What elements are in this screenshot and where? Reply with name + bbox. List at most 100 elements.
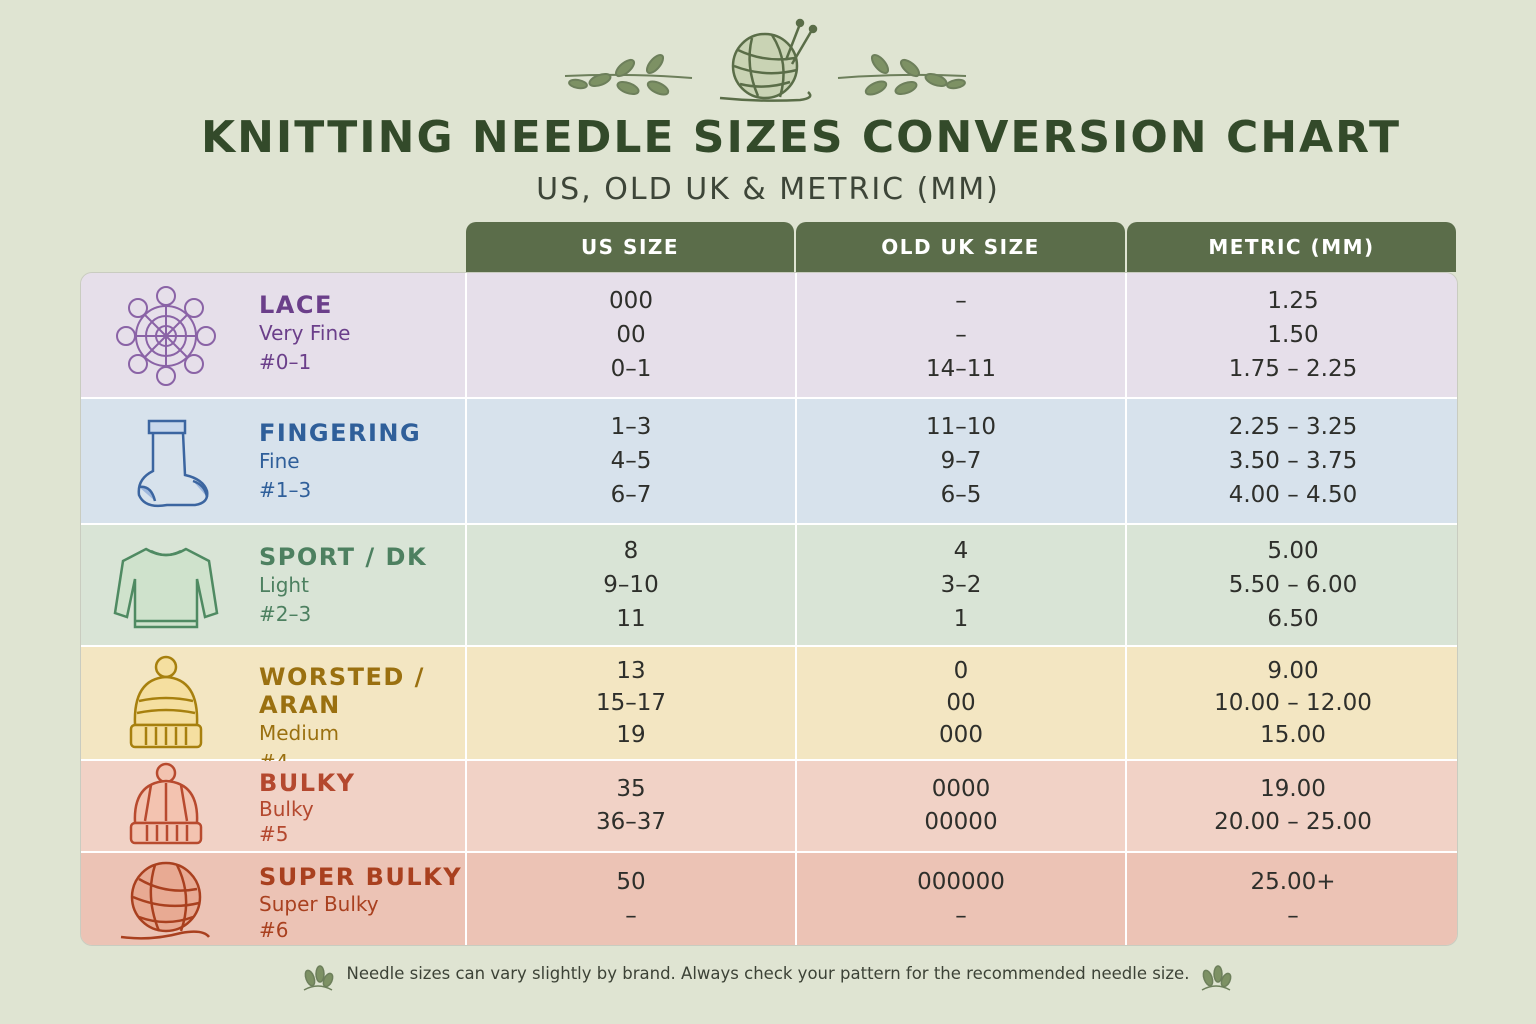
uk-size-cell: 000000 – (797, 853, 1127, 945)
category-cell: WORSTED / ARAN Medium #4 (81, 647, 467, 774)
table-row-lace: LACE Very Fine #0–1 000 00 0–1 – – 14–11… (81, 273, 1457, 399)
yarn-ball-icon (120, 861, 210, 940)
uk-value: – (955, 322, 967, 348)
category-weight: Light (259, 573, 309, 597)
metric-size-cell: 25.00+ – (1127, 853, 1457, 945)
category-number: #2–3 (259, 602, 312, 626)
uk-size-cell: 11–10 9–7 6–5 (797, 399, 1127, 523)
metric-size-cell: 19.00 20.00 – 25.00 (1127, 761, 1457, 851)
us-value: – (625, 903, 637, 929)
bobble-hat-icon (129, 762, 203, 845)
page-title: KNITTING NEEDLE SIZES CONVERSION CHART (200, 112, 1402, 163)
metric-size-cell: 9.00 10.00 – 12.00 15.00 (1127, 647, 1457, 759)
category-cell: SUPER BULKY Super Bulky #6 (81, 853, 467, 945)
page-subtitle: US, OLD UK & METRIC (MM) (536, 172, 1000, 207)
us-value: 8 (623, 538, 639, 564)
uk-value: 000000 (917, 869, 1005, 895)
category-cell: LACE Very Fine #0–1 (81, 273, 467, 397)
metric-size-cell: 1.25 1.50 1.75 – 2.25 (1127, 273, 1457, 397)
metric-value: 19.00 (1260, 776, 1326, 802)
us-value: 9–10 (603, 572, 659, 598)
category-weight: Medium (259, 721, 339, 745)
us-size-cell: 8 9–10 11 (467, 525, 797, 645)
category-number: #5 (259, 822, 289, 846)
metric-value: 25.00+ (1250, 869, 1336, 895)
metric-size-cell: 5.00 5.50 – 6.00 6.50 (1127, 525, 1457, 645)
us-size-cell: 35 36–37 (467, 761, 797, 851)
metric-value: 1.75 – 2.25 (1228, 356, 1358, 382)
metric-size-cell: 2.25 – 3.25 3.50 – 3.75 4.00 – 4.50 (1127, 399, 1457, 523)
uk-size-cell: – – 14–11 (797, 273, 1127, 397)
metric-value: 3.50 – 3.75 (1228, 448, 1358, 474)
uk-value: 0000 (931, 776, 991, 802)
leaf-sprig-icon (303, 965, 334, 991)
us-value: 15–17 (595, 690, 667, 716)
uk-value: 9–7 (940, 448, 982, 474)
us-value: 19 (616, 722, 646, 748)
leaf-sprig-icon (1201, 965, 1232, 991)
column-header-row: US SIZE OLD UK SIZE METRIC (MM) (466, 222, 1456, 272)
category-name: SUPER BULKY (259, 863, 463, 891)
footer-note: Needle sizes can vary slightly by brand.… (346, 964, 1190, 983)
metric-value: 5.50 – 6.00 (1228, 572, 1358, 598)
table-row-worsted-aran: WORSTED / ARAN Medium #4 13 15–17 19 0 0… (81, 647, 1457, 774)
metric-value: 6.50 (1267, 606, 1319, 632)
us-value: 0–1 (610, 356, 652, 382)
category-name: FINGERING (259, 419, 422, 447)
us-value: 1–3 (610, 414, 652, 440)
metric-value: 1.50 (1267, 322, 1319, 348)
metric-value: – (1287, 903, 1299, 929)
yarn-needles-ornament-icon (564, 18, 967, 102)
us-value: 000 (609, 288, 653, 314)
uk-value: 3–2 (940, 572, 982, 598)
category-weight: Very Fine (259, 321, 351, 345)
us-size-cell: 000 00 0–1 (467, 273, 797, 397)
uk-value: – (955, 903, 967, 929)
category-name: BULKY (259, 769, 356, 797)
category-name: WORSTED / ARAN (259, 663, 425, 719)
metric-value: 4.00 – 4.50 (1228, 482, 1358, 508)
us-size-cell: 50 – (467, 853, 797, 945)
uk-value: – (955, 288, 967, 314)
us-size-cell: 13 15–17 19 (467, 647, 797, 759)
us-value: 6–7 (610, 482, 652, 508)
us-value: 4–5 (610, 448, 652, 474)
sock-icon (137, 419, 209, 508)
uk-value: 11–10 (925, 414, 997, 440)
uk-value: 14–11 (925, 356, 997, 382)
us-value: 11 (616, 606, 646, 632)
uk-value: 0 (953, 658, 969, 684)
category-weight: Fine (259, 449, 300, 473)
uk-size-cell: 4 3–2 1 (797, 525, 1127, 645)
conversion-table: LACE Very Fine #0–1 000 00 0–1 – – 14–11… (80, 272, 1458, 946)
metric-value: 10.00 – 12.00 (1214, 690, 1372, 716)
uk-value: 000 (939, 722, 983, 748)
category-cell: FINGERING Fine #1–3 (81, 399, 467, 523)
category-number: #6 (259, 918, 289, 942)
us-value: 36–37 (595, 809, 667, 835)
category-number: #1–3 (259, 478, 312, 502)
category-cell: SPORT / DK Light #2–3 (81, 525, 467, 645)
uk-value: 00 (946, 690, 976, 716)
column-header-us: US SIZE (466, 222, 794, 272)
metric-value: 15.00 (1260, 722, 1326, 748)
sweater-icon (113, 547, 219, 629)
table-row-super-bulky: SUPER BULKY Super Bulky #6 50 – 000000 –… (81, 853, 1457, 945)
uk-size-cell: 0000 00000 (797, 761, 1127, 851)
category-weight: Super Bulky (259, 892, 379, 916)
us-value: 13 (616, 658, 646, 684)
metric-value: 20.00 – 25.00 (1214, 809, 1372, 835)
us-value: 50 (616, 869, 646, 895)
table-row-fingering: FINGERING Fine #1–3 1–3 4–5 6–7 11–10 9–… (81, 399, 1457, 525)
uk-size-cell: 0 00 000 (797, 647, 1127, 759)
uk-value: 6–5 (940, 482, 982, 508)
column-header-metric: METRIC (MM) (1127, 222, 1456, 272)
uk-value: 4 (953, 538, 969, 564)
category-number: #0–1 (259, 350, 312, 374)
category-name: LACE (259, 291, 333, 319)
us-value: 00 (616, 322, 646, 348)
us-value: 35 (616, 776, 646, 802)
category-name: SPORT / DK (259, 543, 428, 571)
category-cell: BULKY Bulky #5 (81, 761, 467, 851)
beanie-icon (129, 655, 203, 749)
